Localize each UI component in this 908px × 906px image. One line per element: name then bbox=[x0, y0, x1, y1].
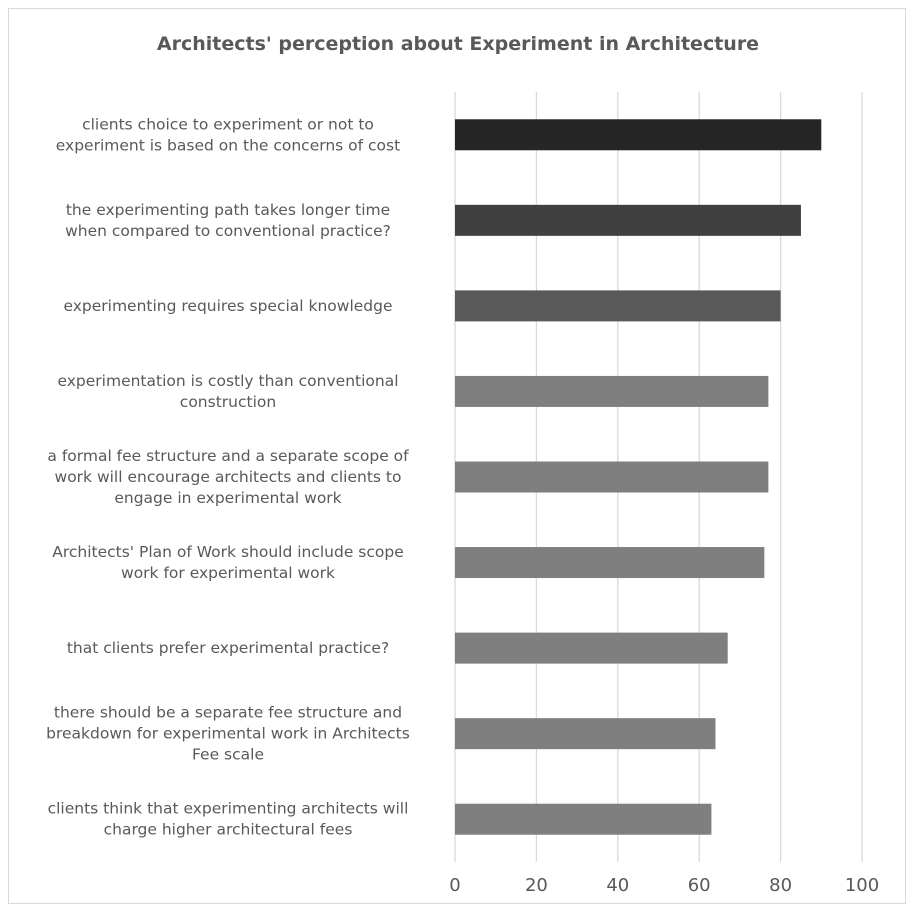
bar bbox=[455, 632, 728, 664]
chart-title: Architects' perception about Experiment … bbox=[157, 33, 759, 55]
category-label: clients think that experimenting archite… bbox=[48, 800, 409, 839]
bar bbox=[455, 375, 769, 407]
category-label: a formal fee structure and a separate sc… bbox=[47, 447, 409, 507]
bars bbox=[455, 119, 822, 835]
category-label-line: experimentation is costly than conventio… bbox=[57, 372, 398, 390]
category-label: the experimenting path takes longer time… bbox=[65, 201, 391, 240]
bar bbox=[455, 290, 781, 322]
x-tick-label: 20 bbox=[525, 875, 548, 896]
category-label-line: clients choice to experiment or not to bbox=[82, 115, 374, 133]
category-label-line: breakdown for experimental work in Archi… bbox=[46, 725, 410, 743]
bar bbox=[455, 204, 801, 236]
category-label-line: clients think that experimenting archite… bbox=[48, 800, 409, 818]
x-tick-label: 80 bbox=[769, 875, 792, 896]
x-tick-label: 60 bbox=[688, 875, 711, 896]
category-label-line: there should be a separate fee structure… bbox=[54, 704, 402, 722]
category-labels: clients choice to experiment or not to ex… bbox=[46, 115, 410, 838]
x-tick-label: 40 bbox=[606, 875, 629, 896]
category-label: Architects' Plan of Work should include … bbox=[52, 543, 404, 582]
category-label-line: experimenting requires special knowledge bbox=[63, 297, 392, 315]
chart-frame bbox=[8, 8, 906, 904]
category-label-line: Fee scale bbox=[192, 746, 264, 764]
category-label-line: engage in experimental work bbox=[114, 489, 341, 507]
category-label: experimenting requires special knowledge bbox=[63, 297, 392, 315]
category-label: clients choice to experiment or not to ex… bbox=[56, 115, 400, 154]
category-label-line: experiment is based on the concerns of c… bbox=[56, 136, 400, 154]
category-label-line: the experimenting path takes longer time bbox=[66, 201, 390, 219]
bar bbox=[455, 119, 822, 151]
category-label: that clients prefer experimental practic… bbox=[67, 639, 389, 657]
category-label: there should be a separate fee structure… bbox=[46, 704, 410, 764]
x-tick-label: 0 bbox=[449, 875, 460, 896]
category-label-line: Architects' Plan of Work should include … bbox=[52, 543, 404, 561]
category-label: experimentation is costly than conventio… bbox=[57, 372, 398, 411]
category-label-line: a formal fee structure and a separate sc… bbox=[47, 447, 409, 465]
bar bbox=[455, 461, 769, 493]
category-label-line: work will encourage architects and clien… bbox=[55, 468, 402, 486]
category-label-line: construction bbox=[180, 393, 276, 411]
bar bbox=[455, 803, 712, 835]
category-label-line: work for experimental work bbox=[121, 564, 335, 582]
category-label-line: when compared to conventional practice? bbox=[65, 222, 391, 240]
bar bbox=[455, 547, 765, 579]
category-label-line: that clients prefer experimental practic… bbox=[67, 639, 389, 657]
bar bbox=[455, 718, 716, 750]
x-tick-label: 100 bbox=[845, 875, 879, 896]
x-axis-ticks: 0 20 40 60 80 100 bbox=[449, 875, 879, 896]
category-label-line: charge higher architectural fees bbox=[104, 821, 353, 839]
